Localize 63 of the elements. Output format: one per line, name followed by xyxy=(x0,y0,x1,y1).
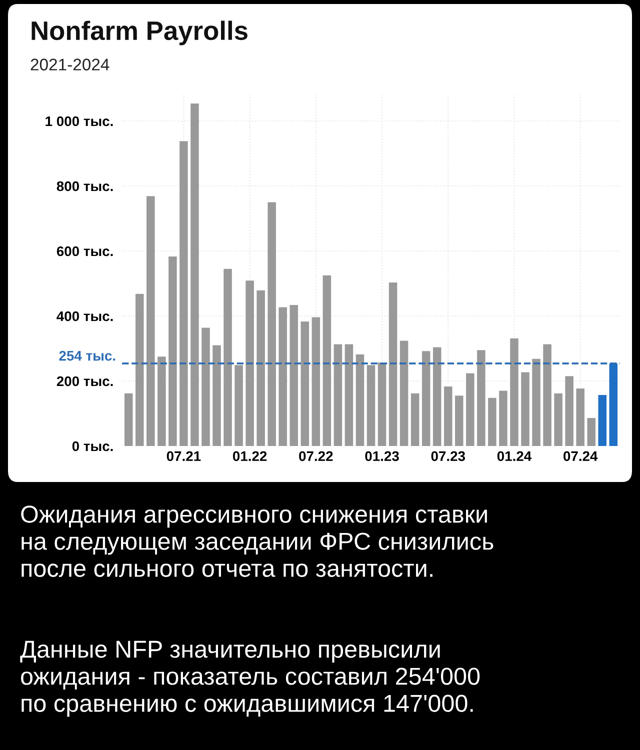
bar xyxy=(521,372,530,446)
bar xyxy=(455,396,464,446)
x-tick-label: 07.23 xyxy=(431,451,465,462)
bar xyxy=(146,196,155,446)
bar xyxy=(499,390,508,446)
bar xyxy=(609,363,618,446)
bar xyxy=(190,103,199,446)
bar xyxy=(587,418,596,446)
y-tick-label: 200 тыс. xyxy=(56,376,113,386)
x-tick-label: 01.22 xyxy=(232,451,267,462)
bar xyxy=(158,356,166,446)
bar xyxy=(246,280,254,446)
bar xyxy=(598,394,607,446)
bar xyxy=(290,304,298,446)
y-tick-label: 1 000 тыс. xyxy=(46,116,113,126)
bar xyxy=(168,256,177,446)
bar xyxy=(124,393,133,446)
x-tick-label: 01.24 xyxy=(497,451,532,462)
bar xyxy=(344,344,354,446)
bar xyxy=(400,340,408,446)
bar xyxy=(202,328,210,446)
x-tick-label: 07.21 xyxy=(166,451,201,462)
bar xyxy=(477,350,486,446)
bar xyxy=(212,345,221,446)
bar xyxy=(224,268,232,446)
bar xyxy=(466,373,474,446)
y-tick-label: 800 тыс. xyxy=(56,181,113,192)
bar xyxy=(576,388,584,446)
bar xyxy=(554,393,562,446)
bar xyxy=(366,365,376,446)
bar xyxy=(532,358,540,446)
text: Данные NFP значительно превысили ожидания - показатель составил 254'000 по сравнению с ожидавшимися 147'000. xyxy=(20,640,480,717)
bar xyxy=(322,275,332,446)
bar xyxy=(334,344,342,446)
bar xyxy=(488,398,496,446)
chart-title: Nonfarm Payrolls xyxy=(32,20,248,46)
bar xyxy=(565,376,574,446)
ref-line-label: 254 тыс. xyxy=(59,350,116,361)
bar xyxy=(388,282,398,446)
bar xyxy=(180,141,188,446)
bar xyxy=(444,386,452,446)
y-tick-label: 600 тыс. xyxy=(56,246,113,256)
bar xyxy=(268,202,276,446)
y-tick-label: 0 тыс. xyxy=(72,441,113,452)
bar xyxy=(256,290,265,446)
bar xyxy=(432,347,442,446)
bar xyxy=(135,294,144,446)
bar xyxy=(278,307,287,446)
bar xyxy=(300,322,310,446)
bar xyxy=(378,362,386,446)
bar xyxy=(543,344,552,446)
bar xyxy=(410,393,420,446)
bar xyxy=(312,317,320,446)
x-tick-label: 07.22 xyxy=(299,451,333,462)
chart-subtitle: 2021-2024 xyxy=(30,58,110,70)
x-tick-label: 01.23 xyxy=(365,451,399,462)
bar xyxy=(356,354,364,446)
x-tick-label: 07.24 xyxy=(564,451,598,462)
bar xyxy=(422,351,430,446)
text: Ожидания агрессивного снижения ставки на следующем заседании ФРС снизились после сильного отчета по занятости. xyxy=(21,506,494,577)
y-tick-label: 400 тыс. xyxy=(56,311,113,322)
bar xyxy=(234,365,243,446)
bar xyxy=(510,338,518,446)
